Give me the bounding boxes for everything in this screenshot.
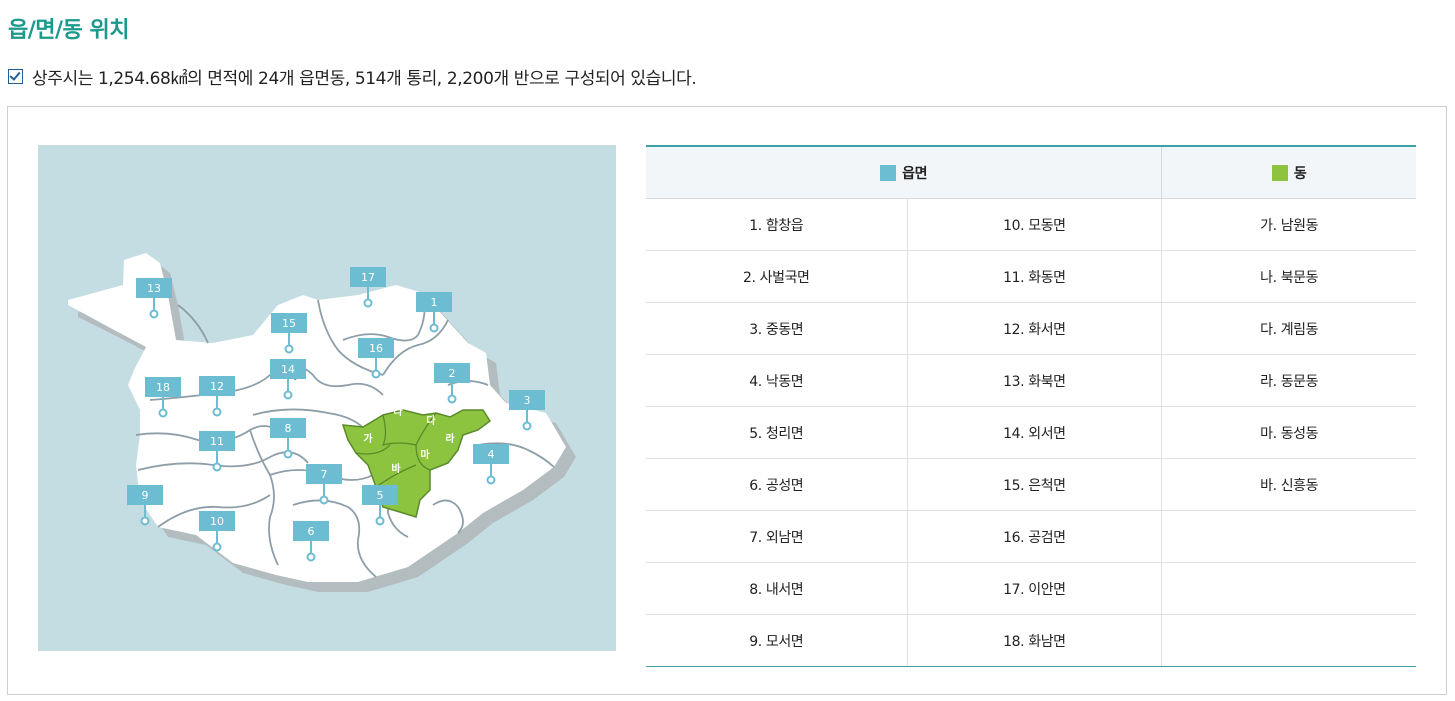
table-row: 5. 청리면 14. 외서면 마. 동성동 [646, 406, 1416, 459]
dong-cell: 바. 신흥동 [1161, 458, 1416, 511]
district-marker-12: 12 [199, 376, 235, 417]
district-marker-label: 9 [142, 489, 149, 502]
district-marker-14: 14 [270, 359, 306, 400]
district-marker-label: 14 [281, 363, 295, 376]
district-marker-11: 11 [199, 431, 235, 472]
district-marker-13: 13 [136, 278, 172, 319]
district-marker-6: 6 [293, 521, 329, 562]
dong-header: 동 [1161, 145, 1416, 199]
eupmyeon-cell: 16. 공검면 [906, 510, 1162, 563]
district-marker-2: 2 [434, 363, 470, 404]
table-row: 3. 중동면 12. 화서면 다. 계림동 [646, 302, 1416, 355]
summary-line: 상주시는 1,254.68㎢의 면적에 24개 읍면동, 514개 통리, 2,… [8, 64, 697, 89]
district-legend-table: 읍면 동 1. 함창읍 10. 모동면 가. 남원동 2. 사벌국면 11. 화동면 나.… [646, 145, 1416, 667]
district-marker-label: 15 [282, 317, 296, 330]
eupmyeon-cell: 3. 중동면 [646, 302, 908, 355]
district-marker-label: 17 [361, 271, 375, 284]
district-marker-18: 18 [145, 377, 181, 418]
dong-cell: 나. 북문동 [1161, 250, 1416, 303]
eupmyeon-header: 읍면 [646, 145, 1162, 199]
district-marker-5: 5 [362, 485, 398, 526]
district-marker-8: 8 [270, 418, 306, 459]
table-row: 9. 모서면 18. 화남면 [646, 614, 1416, 667]
eupmyeon-cell: 4. 낙동면 [646, 354, 908, 407]
district-marker-label: 11 [210, 435, 224, 448]
checkbox-icon [8, 69, 23, 84]
map-landmass [68, 253, 566, 582]
dong-cell [1161, 614, 1416, 667]
district-marker-label: 12 [210, 380, 224, 393]
eupmyeon-cell: 17. 이안면 [906, 562, 1162, 615]
content-panel [7, 106, 1447, 695]
eupmyeon-cell: 6. 공성면 [646, 458, 908, 511]
eupmyeon-cell: 1. 함창읍 [646, 198, 908, 251]
dong-cell: 가. 남원동 [1161, 198, 1416, 251]
table-row: 7. 외남면 16. 공검면 [646, 510, 1416, 563]
district-marker-label: 8 [285, 422, 292, 435]
dong-label: 가 [363, 432, 373, 445]
dong-label: 바 [391, 462, 401, 475]
table-row: 8. 내서면 17. 이안면 [646, 562, 1416, 615]
eupmyeon-cell: 7. 외남면 [646, 510, 908, 563]
eupmyeon-cell: 14. 외서면 [906, 406, 1162, 459]
eupmyeon-cell: 9. 모서면 [646, 614, 908, 667]
district-marker-label: 10 [210, 515, 224, 528]
table-row: 6. 공성면 15. 은척면 바. 신흥동 [646, 458, 1416, 511]
district-marker-label: 4 [488, 448, 495, 461]
district-marker-label: 2 [449, 367, 456, 380]
district-marker-1: 1 [416, 292, 452, 333]
district-marker-label: 3 [524, 394, 531, 407]
eupmyeon-cell: 18. 화남면 [906, 614, 1162, 667]
district-marker-label: 6 [308, 525, 315, 538]
eupmyeon-cell: 12. 화서면 [906, 302, 1162, 355]
district-marker-label: 7 [321, 468, 328, 481]
page-title: 읍/면/동 위치 [8, 18, 129, 43]
district-marker-9: 9 [127, 485, 163, 526]
dong-label: 마 [420, 448, 430, 461]
eupmyeon-cell: 13. 화북면 [906, 354, 1162, 407]
eupmyeon-cell: 10. 모동면 [906, 198, 1162, 251]
dong-cell [1161, 562, 1416, 615]
dong-label: 다 [426, 414, 436, 427]
district-marker-3: 3 [509, 390, 545, 431]
district-marker-label: 5 [377, 489, 384, 502]
dong-cell [1161, 510, 1416, 563]
district-marker-label: 13 [147, 282, 161, 295]
district-marker-17: 17 [350, 267, 386, 308]
district-marker-7: 7 [306, 464, 342, 505]
dong-label: 라 [445, 432, 455, 445]
eupmyeon-cell: 11. 화동면 [906, 250, 1162, 303]
dong-cell: 다. 계림동 [1161, 302, 1416, 355]
eupmyeon-cell: 15. 은척면 [906, 458, 1162, 511]
dong-label: 나 [393, 405, 403, 418]
district-marker-label: 18 [156, 381, 170, 394]
district-marker-label: 1 [431, 296, 438, 309]
district-marker-16: 16 [358, 338, 394, 379]
table-row: 4. 낙동면 13. 화북면 라. 동문동 [646, 354, 1416, 407]
dong-cell: 라. 동문동 [1161, 354, 1416, 407]
table-row: 1. 함창읍 10. 모동면 가. 남원동 [646, 198, 1416, 251]
district-marker-label: 16 [369, 342, 383, 355]
district-marker-4: 4 [473, 444, 509, 485]
table-row: 2. 사벌국면 11. 화동면 나. 북문동 [646, 250, 1416, 303]
dong-cell: 마. 동성동 [1161, 406, 1416, 459]
eupmyeon-cell: 5. 청리면 [646, 406, 908, 459]
district-marker-15: 15 [271, 313, 307, 354]
summary-text: 상주시는 1,254.68㎢의 면적에 24개 읍면동, 514개 통리, 2,… [32, 69, 697, 89]
dong-boundaries [355, 412, 437, 488]
eupmyeon-cell: 2. 사벌국면 [646, 250, 908, 303]
dong-swatch [1271, 164, 1288, 181]
district-marker-10: 10 [199, 511, 235, 552]
eupmyeon-swatch [880, 164, 897, 181]
eupmyeon-cell: 8. 내서면 [646, 562, 908, 615]
